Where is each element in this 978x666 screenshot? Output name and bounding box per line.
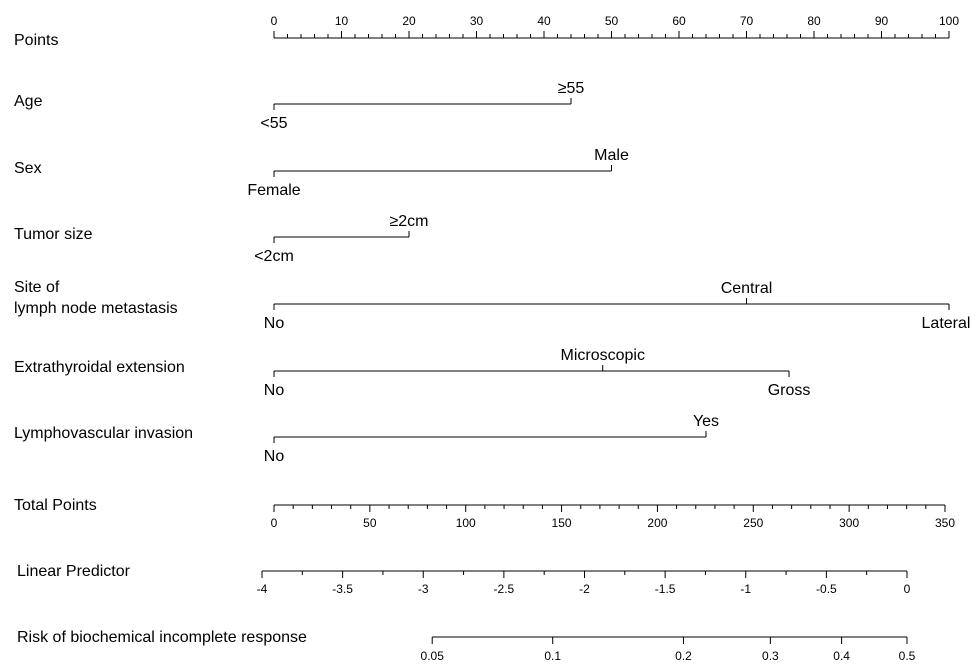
total-points-tick-label: 50 (363, 516, 377, 530)
points-tick-label: 50 (605, 14, 619, 28)
total-points-tick-label: 0 (271, 516, 278, 530)
variable-label: Sex (14, 160, 42, 177)
level-label: Yes (693, 413, 719, 430)
level-label: <55 (260, 115, 287, 132)
level-label: ≥55 (558, 80, 585, 97)
level-label: Male (594, 147, 629, 164)
level-label: Female (247, 182, 300, 199)
risk-tick-label: 0.2 (675, 649, 692, 663)
points-tick-label: 10 (335, 14, 349, 28)
linear-predictor-label: Linear Predictor (17, 563, 131, 580)
variable-label: Age (14, 93, 43, 110)
variable-label: Lymphovascular invasion (14, 425, 193, 442)
variable-label-line2: lymph node metastasis (14, 300, 178, 317)
linear-predictor-tick-label: -4 (257, 582, 268, 596)
points-tick-label: 100 (939, 14, 959, 28)
risk-label: Risk of biochemical incomplete response (17, 629, 307, 646)
linear-predictor-tick-label: -3 (418, 582, 429, 596)
points-label: Points (14, 32, 58, 49)
risk-tick-label: 0.05 (421, 649, 445, 663)
level-label: No (264, 315, 285, 332)
total-points-tick-label: 250 (743, 516, 763, 530)
points-tick-label: 80 (807, 14, 821, 28)
points-tick-label: 0 (271, 14, 278, 28)
linear-predictor-tick-label: -2 (579, 582, 590, 596)
linear-predictor-tick-label: 0 (904, 582, 911, 596)
points-tick-label: 60 (672, 14, 686, 28)
risk-tick-label: 0.4 (833, 649, 850, 663)
level-label: Lateral (922, 315, 971, 332)
variable-label: Tumor size (14, 226, 93, 243)
risk-tick-label: 0.5 (899, 649, 916, 663)
linear-predictor-tick-label: -3.5 (332, 582, 353, 596)
points-tick-label: 90 (875, 14, 889, 28)
linear-predictor-tick-label: -1 (740, 582, 751, 596)
points-tick-label: 40 (537, 14, 551, 28)
level-label: ≥2cm (389, 213, 428, 230)
total-points-tick-label: 100 (456, 516, 476, 530)
total-points-label: Total Points (14, 497, 97, 514)
level-label: Microscopic (560, 347, 644, 364)
linear-predictor-tick-label: -1.5 (655, 582, 676, 596)
level-label: <2cm (254, 248, 294, 265)
risk-tick-label: 0.3 (762, 649, 779, 663)
total-points-tick-label: 200 (647, 516, 667, 530)
level-label: No (264, 382, 285, 399)
total-points-tick-label: 350 (935, 516, 955, 530)
level-label: Central (721, 280, 773, 297)
level-label: Gross (768, 382, 811, 399)
risk-tick-label: 0.1 (544, 649, 561, 663)
total-points-tick-label: 300 (839, 516, 859, 530)
variable-label: Site of (14, 279, 60, 296)
points-tick-label: 30 (470, 14, 484, 28)
linear-predictor-tick-label: -2.5 (494, 582, 515, 596)
points-tick-label: 70 (740, 14, 754, 28)
level-label: No (264, 448, 285, 465)
variable-label: Extrathyroidal extension (14, 359, 185, 376)
points-tick-label: 20 (402, 14, 416, 28)
total-points-tick-label: 150 (552, 516, 572, 530)
linear-predictor-tick-label: -0.5 (816, 582, 837, 596)
